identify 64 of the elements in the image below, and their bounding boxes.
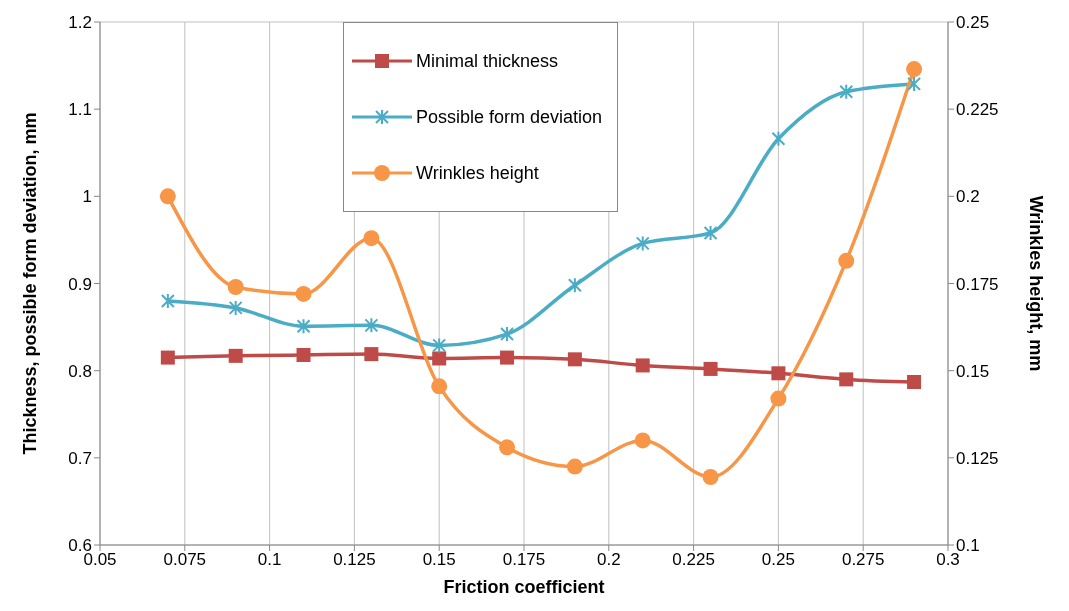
point [160,350,175,365]
point [839,372,854,387]
x-tick-label: 0.3 [936,550,960,570]
point [634,432,651,449]
legend-label: Minimal thickness [416,50,559,72]
x-tick-label: 0.075 [163,550,207,570]
point [228,348,243,363]
point [364,347,379,362]
point [296,318,311,335]
y-tick-label: 1.2 [68,13,92,33]
y2-axis-title: Wrinkles height, mm [1025,195,1046,372]
y-tick-label: 0.8 [68,361,92,381]
x-tick-label: 0.25 [761,550,795,570]
point [567,352,582,367]
x-tick-label: 0.1 [257,550,282,570]
y-tick-label: 1 [82,187,92,207]
x-tick-label: 0.125 [333,550,376,570]
point [702,469,719,486]
x-tick-label: 0.2 [596,550,621,570]
point [500,326,515,343]
y2-tick-label: 0.225 [956,100,999,120]
x-tick-label: 0.15 [422,550,456,570]
point [159,188,176,205]
point [160,292,175,309]
x-tick-label: 0.175 [502,550,546,570]
point [771,130,786,147]
point [703,361,718,376]
y2-tick-label: 0.175 [956,274,999,294]
point [907,375,922,389]
x-tick-label: 0.225 [672,550,715,570]
point [296,347,311,362]
point [499,439,516,456]
point [771,366,786,381]
point [635,235,650,252]
point [431,378,448,395]
point [364,317,379,334]
point [227,278,244,295]
point [432,337,447,354]
y-axis-title: Thickness, possible form deviation, mm [20,112,41,455]
point [839,83,854,100]
y2-tick-label: 0.15 [956,361,990,381]
point [363,230,380,247]
point [838,252,855,269]
y-tick-label: 1.1 [68,100,92,120]
point [500,350,515,365]
point [432,351,447,366]
y-tick-label: 0.7 [68,448,92,468]
x-tick-label: 0.275 [841,550,885,570]
point [228,299,243,316]
point [566,458,583,475]
point [907,75,922,92]
legend-label: Possible form deviation [416,106,603,128]
point [635,358,650,373]
x-axis-title: Friction coefficient [443,577,605,597]
y2-tick-label: 0.125 [956,448,999,468]
legend-label: Wrinkles height [416,162,539,184]
point [295,285,312,302]
y-tick-label: 0.9 [68,274,92,294]
y2-tick-label: 0.2 [956,187,980,207]
point [567,277,582,294]
y2-tick-label: 0.25 [956,13,990,33]
point [703,224,718,241]
point [770,390,787,407]
point [906,61,923,78]
